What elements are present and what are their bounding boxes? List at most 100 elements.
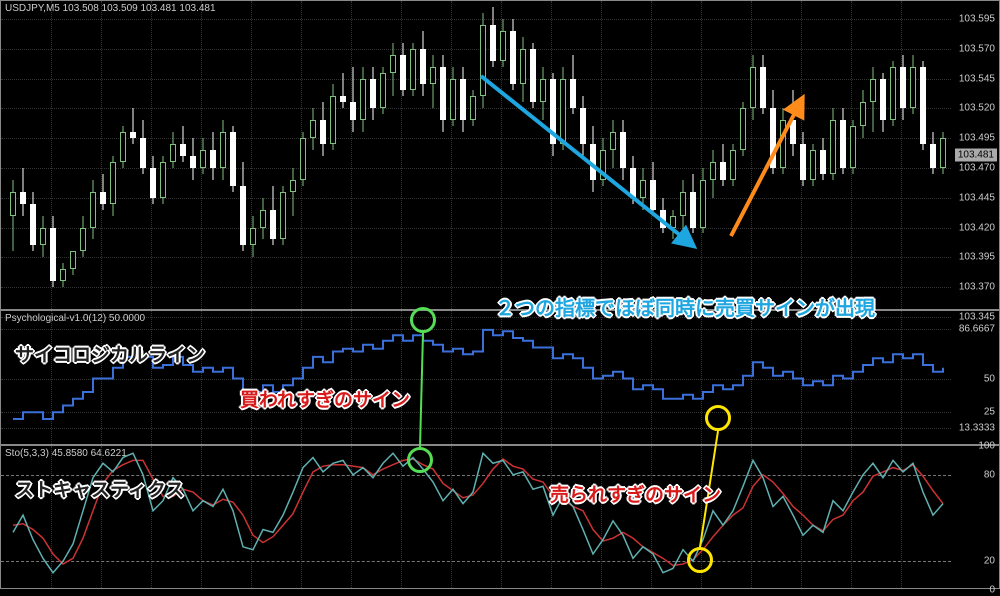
grid-v	[251, 446, 252, 588]
annotation-text: サイコロジカルライン	[15, 340, 205, 367]
candle	[540, 1, 546, 311]
candle	[480, 1, 486, 311]
candle	[620, 1, 626, 311]
annotation-text: 買われすぎのサイン	[240, 385, 410, 412]
grid-v	[201, 311, 202, 444]
stoch-level	[1, 561, 951, 562]
circle-marker	[407, 447, 433, 473]
y-tick: 103.370	[959, 282, 995, 293]
stoch-line	[13, 453, 943, 573]
grid-v	[901, 446, 902, 588]
grid-v	[551, 311, 552, 444]
candle	[580, 1, 586, 311]
candle	[390, 1, 396, 311]
grid-v	[451, 311, 452, 444]
grid-v	[201, 446, 202, 588]
grid-v	[101, 311, 102, 444]
candle	[800, 1, 806, 311]
candle	[420, 1, 426, 311]
circle-marker	[687, 547, 713, 573]
grid-v	[301, 311, 302, 444]
candle	[760, 1, 766, 311]
candle	[650, 1, 656, 311]
grid-v	[851, 311, 852, 444]
price-panel[interactable]: 103.595103.570103.545103.520103.495103.4…	[0, 0, 1000, 310]
y-tick: 103.545	[959, 73, 995, 84]
candle	[680, 1, 686, 311]
candle	[590, 1, 596, 311]
candle	[450, 1, 456, 311]
candle	[490, 1, 496, 311]
candle	[10, 1, 16, 311]
candle	[810, 1, 816, 311]
candle	[770, 1, 776, 311]
candle	[610, 1, 616, 311]
y-tick: 25	[984, 407, 995, 418]
candle	[400, 1, 406, 311]
candle	[640, 1, 646, 311]
stoch-info-label: Sto(5,3,3) 45.8580 64.6221	[5, 448, 127, 459]
candle	[360, 1, 366, 311]
candle	[750, 1, 756, 311]
candle	[720, 1, 726, 311]
y-tick: 103.445	[959, 192, 995, 203]
candle	[820, 1, 826, 311]
candle	[710, 1, 716, 311]
candle	[790, 1, 796, 311]
candle	[180, 1, 186, 311]
candle	[910, 1, 916, 311]
grid-v	[501, 446, 502, 588]
grid-v	[751, 311, 752, 444]
grid-h	[1, 428, 951, 429]
candle	[920, 1, 926, 311]
candle	[100, 1, 106, 311]
grid-v	[801, 311, 802, 444]
grid-v	[701, 311, 702, 444]
grid-v	[351, 446, 352, 588]
grid-v	[651, 446, 652, 588]
candle	[330, 1, 336, 311]
candle	[110, 1, 116, 311]
candle	[890, 1, 896, 311]
grid-v	[901, 311, 902, 444]
candle	[600, 1, 606, 311]
y-tick: 50	[984, 373, 995, 384]
grid-v	[601, 446, 602, 588]
candle	[240, 1, 246, 311]
candle	[430, 1, 436, 311]
grid-v	[51, 311, 52, 444]
candle	[670, 1, 676, 311]
candle	[860, 1, 866, 311]
candle	[130, 1, 136, 311]
candle	[40, 1, 46, 311]
candle	[740, 1, 746, 311]
candle	[530, 1, 536, 311]
y-tick: 86.6667	[959, 323, 995, 334]
candle	[550, 1, 556, 311]
candle	[570, 1, 576, 311]
grid-v	[151, 446, 152, 588]
candle	[880, 1, 886, 311]
candle	[520, 1, 526, 311]
candle	[210, 1, 216, 311]
candle	[370, 1, 376, 311]
candle	[140, 1, 146, 311]
candle	[440, 1, 446, 311]
candle	[270, 1, 276, 311]
candle	[700, 1, 706, 311]
stochastic-panel[interactable]: 10080200Sto(5,3,3) 45.8580 64.6221	[0, 445, 1000, 589]
candle	[350, 1, 356, 311]
psychological-panel[interactable]: 86.6667502513.3333Psychological-v1.0(12)…	[0, 310, 1000, 445]
candle	[290, 1, 296, 311]
grid-v	[351, 311, 352, 444]
candle	[200, 1, 206, 311]
candle	[220, 1, 226, 311]
grid-h	[1, 329, 951, 330]
candle	[690, 1, 696, 311]
price-info-label: USDJPY,M5 103.508 103.509 103.481 103.48…	[5, 3, 216, 14]
candle	[410, 1, 416, 311]
y-tick: 103.395	[959, 252, 995, 263]
candle	[940, 1, 946, 311]
candle	[630, 1, 636, 311]
candle	[310, 1, 316, 311]
